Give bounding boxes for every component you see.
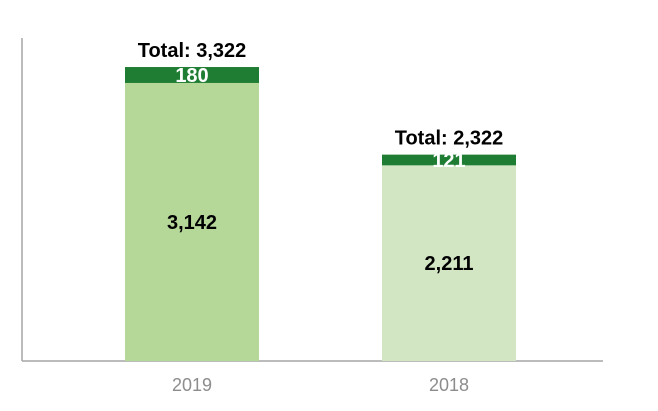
data-label-2018-1: 121 xyxy=(432,150,465,172)
bar-segment-2019-1 xyxy=(125,67,259,83)
total-label-2018: Total: 2,322 xyxy=(395,128,504,150)
data-label-2019-1: 180 xyxy=(175,65,208,87)
x-tick-label-2019: 2019 xyxy=(172,375,212,395)
total-label-2019: Total: 3,322 xyxy=(138,40,247,62)
bar-segment-2018-0 xyxy=(382,165,516,361)
data-label-2018-0: 2,211 xyxy=(425,253,474,275)
bar-segment-2019-0 xyxy=(125,82,259,361)
bar-segment-2018-1 xyxy=(382,154,516,166)
data-label-2019-0: 3,142 xyxy=(167,212,217,234)
x-tick-label-2018: 2018 xyxy=(429,375,469,395)
